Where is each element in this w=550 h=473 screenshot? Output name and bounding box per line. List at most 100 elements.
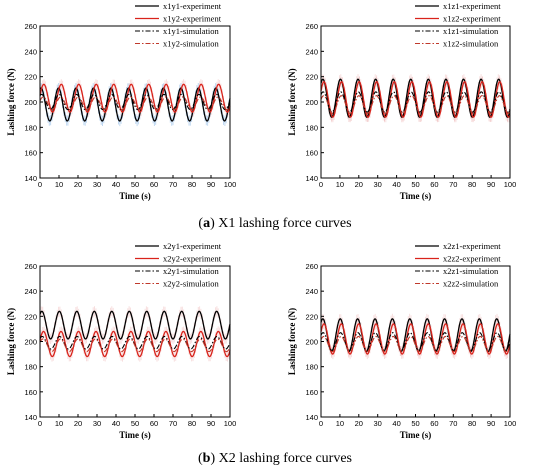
legend-label: x2z1-experiment: [443, 241, 501, 251]
series-line-x1z2-simulation: [320, 95, 511, 114]
y-axis-label: Lashing force (N): [6, 308, 16, 375]
series-line-x1y1-simulation: [39, 93, 231, 111]
y-tick-label: 220: [305, 312, 318, 321]
y-tick-label: 140: [24, 413, 37, 422]
legend-label: x2y1-experiment: [163, 241, 222, 251]
y-tick-label: 180: [24, 363, 37, 372]
x-tick-label: 100: [224, 180, 237, 189]
x-tick-label: 50: [131, 180, 139, 189]
caption-b-letter: b: [202, 451, 211, 466]
legend-label: x2y1-simulation: [163, 266, 219, 276]
y-tick-label: 180: [305, 363, 318, 372]
y-tick-label: 240: [305, 47, 318, 56]
y-tick-label: 200: [305, 98, 318, 107]
series-line-x1y2-experiment: [39, 83, 231, 113]
legend-label: x1y2-experiment: [163, 14, 222, 24]
y-tick-label: 200: [24, 98, 37, 107]
caption-a: (a) X1 lashing force curves: [198, 216, 352, 231]
x-tick-label: 50: [411, 419, 419, 428]
x-tick-label: 100: [504, 419, 517, 428]
x-tick-label: 60: [430, 419, 438, 428]
x-tick-label: 20: [74, 180, 82, 189]
y-tick-label: 140: [305, 174, 318, 183]
x-tick-label: 0: [38, 419, 42, 428]
x-tick-label: 10: [55, 419, 63, 428]
series-line-x2z2-simulation: [320, 335, 511, 353]
series-line-x1z2-experiment: [320, 80, 511, 118]
caption-a-letter: a: [203, 216, 211, 231]
x-tick-label: 30: [374, 180, 382, 189]
chart-panel-2: 140 160 180 200 220 240 260 0 10 20 30 40 50 60 70 80 90…: [287, 1, 516, 201]
y-tick-label: 220: [24, 73, 37, 82]
caption-b-text: X2 lashing force curves: [218, 451, 352, 466]
x-tick-label: 40: [392, 419, 400, 428]
series-line-x2y2-simulation: [39, 338, 231, 353]
x-axis-label: Time (s): [119, 430, 151, 440]
x-tick-label: 30: [374, 419, 382, 428]
y-tick-label: 220: [305, 73, 318, 82]
y-axis-label: Lashing force (N): [6, 68, 16, 135]
x-tick-label: 90: [487, 419, 495, 428]
caption-a-text: X1 lashing force curves: [218, 216, 352, 231]
x-tick-label: 10: [55, 180, 63, 189]
series-line-x1y2-simulation: [39, 96, 231, 111]
y-tick-label: 160: [305, 388, 318, 397]
x-tick-label: 20: [355, 180, 363, 189]
y-tick-label: 220: [24, 312, 37, 321]
x-tick-label: 100: [504, 180, 517, 189]
y-tick-label: 180: [305, 123, 318, 132]
x-tick-label: 40: [112, 180, 120, 189]
series-line-x2z1-simulation: [320, 332, 511, 351]
legend-label: x2y2-experiment: [163, 254, 222, 264]
x-tick-label: 80: [188, 419, 196, 428]
x-tick-label: 90: [487, 180, 495, 189]
legend-label: x2z2-simulation: [443, 279, 499, 289]
caption-b: (b) X2 lashing force curves: [198, 451, 352, 466]
legend-label: x1y1-experiment: [163, 1, 222, 11]
x-tick-label: 90: [207, 180, 215, 189]
x-tick-label: 60: [430, 180, 438, 189]
x-tick-label: 100: [224, 419, 237, 428]
y-tick-label: 140: [24, 174, 37, 183]
series-line-x2z2-experiment: [320, 323, 511, 355]
x-tick-label: 20: [355, 419, 363, 428]
y-tick-label: 260: [24, 22, 37, 31]
y-tick-label: 240: [24, 47, 37, 56]
x-tick-label: 60: [150, 419, 158, 428]
x-tick-label: 10: [336, 180, 344, 189]
legend-label: x1z2-experiment: [443, 14, 501, 24]
chart-panel-4: 140 160 180 200 220 240 260 0 10 20 30 40 50 60 70 80 90…: [287, 241, 516, 440]
x-tick-label: 70: [449, 180, 457, 189]
series-line-x2y1-experiment: [39, 310, 231, 340]
chart-panel-3: 140 160 180 200 220 240 260 0 10 20 30 40 50 60 70 80 90…: [6, 241, 236, 440]
y-tick-label: 240: [305, 287, 318, 296]
legend-label: x2y2-simulation: [163, 279, 219, 289]
x-tick-label: 90: [207, 419, 215, 428]
x-tick-label: 40: [392, 180, 400, 189]
x-tick-label: 0: [38, 180, 42, 189]
y-tick-label: 180: [24, 123, 37, 132]
x-axis-label: Time (s): [119, 191, 151, 201]
x-tick-label: 30: [93, 419, 101, 428]
y-axis-label: Lashing force (N): [287, 68, 297, 135]
legend-label: x1z1-simulation: [443, 26, 499, 36]
y-tick-label: 160: [24, 149, 37, 158]
x-tick-label: 30: [93, 180, 101, 189]
x-tick-label: 40: [112, 419, 120, 428]
y-tick-label: 160: [24, 388, 37, 397]
x-tick-label: 70: [449, 419, 457, 428]
y-tick-label: 260: [305, 22, 318, 31]
legend-label: x1z2-simulation: [443, 39, 499, 49]
x-tick-label: 70: [169, 180, 177, 189]
chart-panel-1: 140 160 180 200 220 240 260 0 10 20 30 40 50 60 70 80 90…: [6, 1, 236, 201]
y-tick-label: 200: [24, 338, 37, 347]
y-tick-label: 260: [24, 262, 37, 271]
y-axis-label: Lashing force (N): [287, 308, 297, 375]
x-tick-label: 60: [150, 180, 158, 189]
x-tick-label: 50: [411, 180, 419, 189]
legend-label: x2z1-simulation: [443, 266, 499, 276]
series-line-x1z1-simulation: [320, 91, 511, 113]
x-axis-label: Time (s): [400, 430, 432, 440]
x-tick-label: 80: [468, 419, 476, 428]
